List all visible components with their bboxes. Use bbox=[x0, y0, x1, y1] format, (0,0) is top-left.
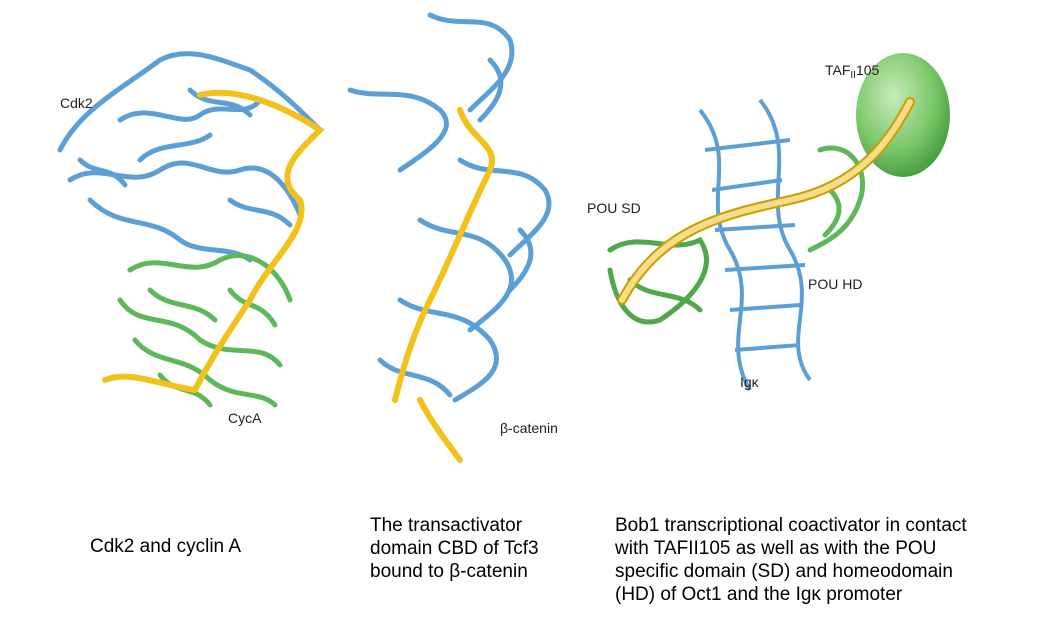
caption-line: Bob1 transcriptional coactivator in cont… bbox=[615, 515, 967, 536]
taf-label-number: 105 bbox=[855, 62, 880, 78]
structure-figure bbox=[57, 12, 950, 463]
p27-yellow-peptide bbox=[102, 89, 325, 393]
bob1-complex-structure bbox=[607, 53, 950, 392]
caption-panel-3: Bob1 transcriptional coactivator in cont… bbox=[615, 514, 967, 606]
cdk2-blue-ribbon bbox=[57, 51, 323, 263]
caption-panel-2: The transactivator domain CBD of Tcf3 bo… bbox=[370, 514, 539, 583]
cdk2-cyclin-structure bbox=[57, 51, 325, 408]
caption-panel-1: Cdk2 and cyclin A bbox=[90, 535, 241, 558]
caption-line: bound to β-catenin bbox=[370, 561, 528, 582]
taf-label-main: TAF bbox=[825, 62, 851, 78]
taf-label: TAFII105 bbox=[825, 62, 880, 81]
caption-line: (HD) of Oct1 and the Igκ promoter bbox=[615, 584, 903, 605]
pou-sd-label: POU SD bbox=[587, 200, 641, 216]
dna-igk-promoter bbox=[698, 98, 812, 392]
bob1-strand-highlight bbox=[619, 99, 913, 303]
caption-line: Cdk2 and cyclin A bbox=[90, 536, 242, 557]
beta-catenin-structure bbox=[347, 12, 552, 463]
pou-hd-green-ribbon bbox=[807, 145, 866, 253]
pou-hd-label: POU HD bbox=[808, 276, 863, 292]
taf-label-subscript: II bbox=[850, 70, 856, 81]
tcf3-yellow-peptide bbox=[392, 107, 495, 463]
cdk2-label: Cdk2 bbox=[60, 95, 93, 111]
caption-line: domain CBD of Tcf3 bbox=[370, 538, 539, 559]
caption-line: specific domain (SD) and homeodomain bbox=[615, 561, 953, 582]
caption-line: The transactivator bbox=[370, 515, 523, 536]
cyca-label: CycA bbox=[228, 410, 262, 426]
caption-line: with TAFII105 as well as with the POU bbox=[615, 538, 937, 559]
beta-catenin-label: β-catenin bbox=[500, 420, 558, 436]
beta-catenin-blue-ribbon bbox=[347, 12, 552, 403]
igk-label: Igκ bbox=[740, 374, 759, 390]
